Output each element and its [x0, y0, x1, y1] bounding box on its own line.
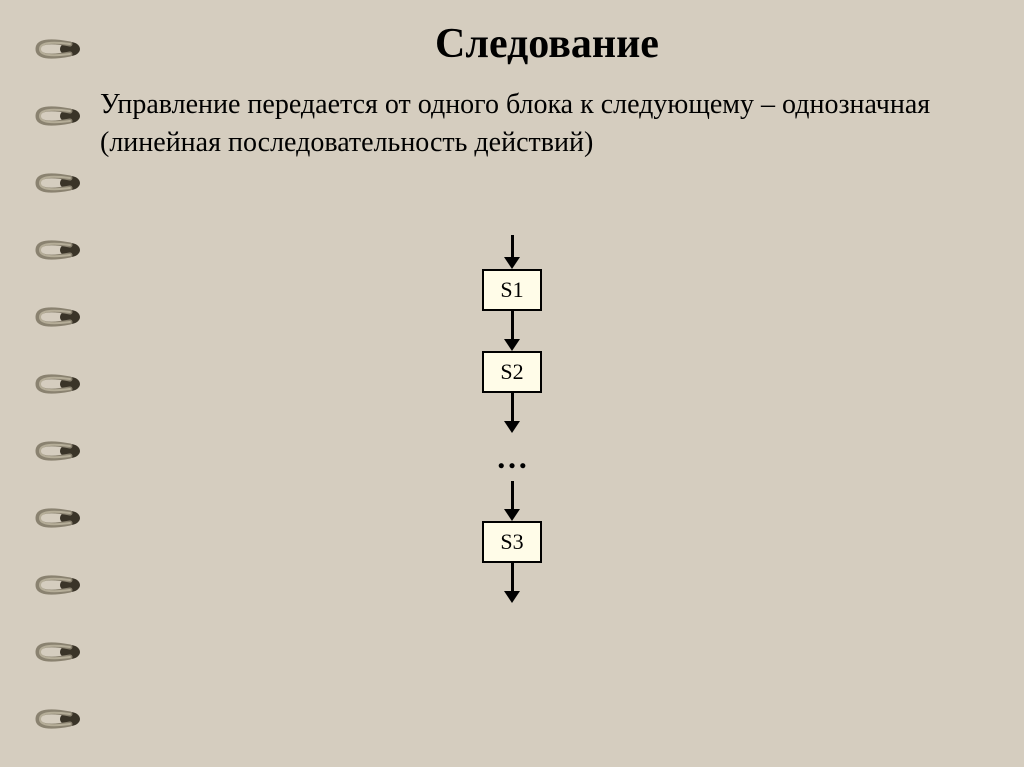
spiral-ring	[30, 30, 85, 68]
arrow-ellipsis-s3	[472, 481, 552, 521]
flow-block-s2: S2	[482, 351, 542, 393]
spiral-ring	[30, 566, 85, 604]
spiral-ring	[30, 700, 85, 738]
spiral-binding	[30, 0, 90, 767]
spiral-ring	[30, 231, 85, 269]
slide-content: Следование Управление передается от одно…	[100, 20, 994, 192]
arrow-entry	[472, 235, 552, 269]
spiral-ring	[30, 298, 85, 336]
flow-ellipsis: …	[472, 441, 552, 473]
spiral-ring	[30, 432, 85, 470]
arrow-exit	[472, 563, 552, 603]
spiral-ring	[30, 499, 85, 537]
flow-block-s3: S3	[482, 521, 542, 563]
flow-block-label: S1	[500, 277, 523, 303]
spiral-ring	[30, 97, 85, 135]
spiral-ring	[30, 365, 85, 403]
flow-block-label: S3	[500, 529, 523, 555]
slide-title: Следование	[100, 20, 994, 68]
slide-description: Управление передается от одного блока к …	[100, 86, 994, 162]
arrow-s2-ellipsis	[472, 393, 552, 433]
flow-block-label: S2	[500, 359, 523, 385]
spiral-ring	[30, 164, 85, 202]
arrow-s1-s2	[472, 311, 552, 351]
spiral-ring	[30, 633, 85, 671]
flow-block-s1: S1	[482, 269, 542, 311]
flowchart: S1 S2 … S3	[472, 235, 552, 603]
